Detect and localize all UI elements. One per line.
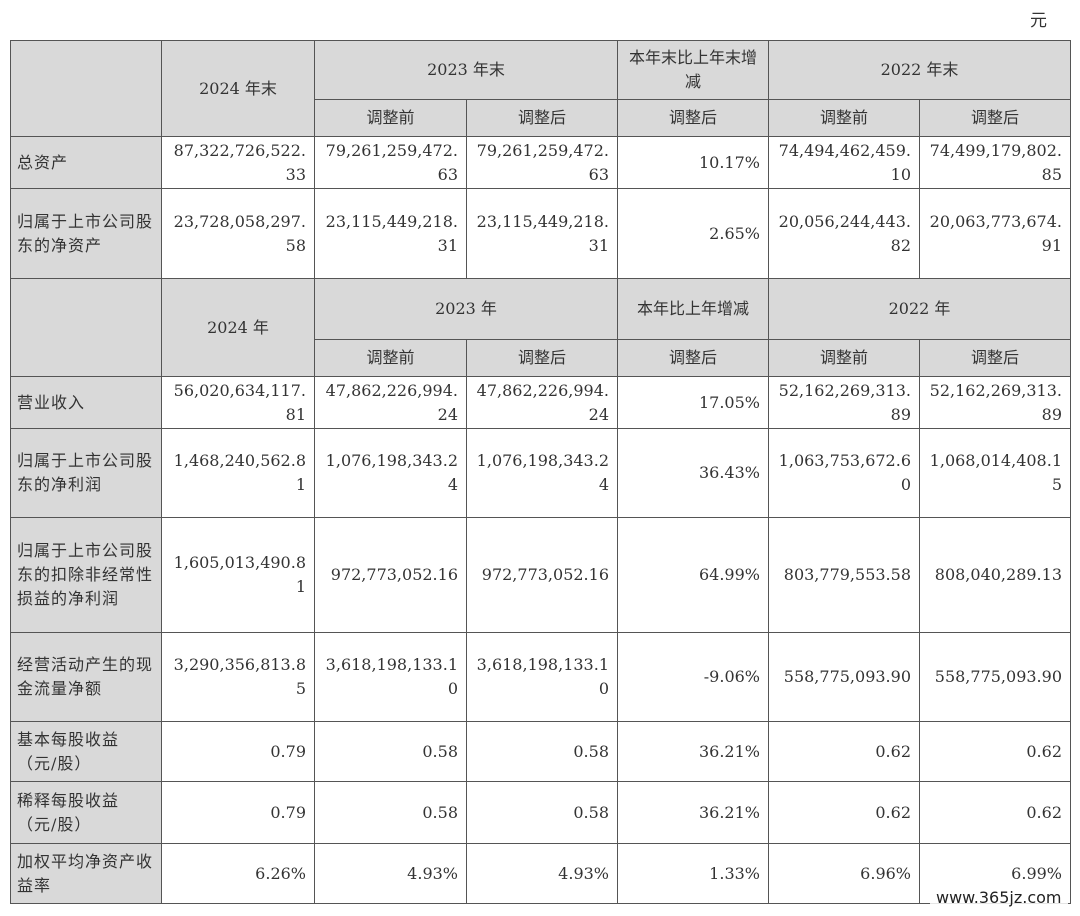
value-cell: 2.65% [617, 188, 769, 279]
value-cell: 10.17% [617, 136, 769, 189]
section1-2023-after: 调整后 [466, 99, 618, 137]
section1-header-2023: 2023 年末 [314, 40, 618, 100]
value-cell: 87,322,726,522.33 [161, 136, 315, 189]
section1-corner-cell [10, 40, 162, 137]
table-row: 归属于上市公司股东的净利润 1,468,240,562.81 1,076,198… [10, 428, 1071, 518]
value-cell: 79,261,259,472.63 [314, 136, 467, 189]
value-cell: 1,605,013,490.81 [161, 517, 315, 633]
value-cell: 23,115,449,218.31 [466, 188, 618, 279]
value-cell: 47,862,226,994.24 [314, 376, 467, 429]
section2-2023-before: 调整前 [314, 339, 467, 377]
value-cell: 1,468,240,562.81 [161, 428, 315, 518]
value-cell: 0.62 [768, 781, 920, 844]
value-cell: 36.43% [617, 428, 769, 518]
section1-header-row: 2024 年末 2023 年末 本年末比上年末增减 2022 年末 [10, 40, 1071, 137]
table-row: 归属于上市公司股东的净资产 23,728,058,297.58 23,115,4… [10, 188, 1071, 279]
value-cell: 23,728,058,297.58 [161, 188, 315, 279]
row-label: 加权平均净资产收益率 [10, 843, 162, 904]
section1-header-2022: 2022 年末 [768, 40, 1071, 100]
table-row: 营业收入 56,020,634,117.81 47,862,226,994.24… [10, 376, 1071, 429]
value-cell: 74,499,179,802.85 [919, 136, 1071, 189]
value-cell: 0.58 [314, 721, 467, 782]
value-cell: 52,162,269,313.89 [768, 376, 920, 429]
table-row: 总资产 87,322,726,522.33 79,261,259,472.63 … [10, 136, 1071, 189]
row-label: 归属于上市公司股东的净资产 [10, 188, 162, 279]
section1-2022-before: 调整前 [768, 99, 920, 137]
section2-header-2022: 2022 年 [768, 278, 1071, 340]
value-cell: 4.93% [314, 843, 467, 904]
value-cell: 558,775,093.90 [919, 632, 1071, 722]
value-cell: 4.93% [466, 843, 618, 904]
section1-header-2024: 2024 年末 [161, 40, 315, 137]
section2-header-2023: 2023 年 [314, 278, 618, 340]
currency-unit: 元 [1030, 11, 1047, 31]
section1-header-change: 本年末比上年末增减 [617, 40, 769, 100]
value-cell: 6.26% [161, 843, 315, 904]
financial-data-table: 2024 年末 2023 年末 本年末比上年末增减 2022 年末 调整前 调整… [10, 40, 1071, 904]
value-cell: 0.62 [768, 721, 920, 782]
value-cell: 56,020,634,117.81 [161, 376, 315, 429]
value-cell: 3,618,198,133.10 [314, 632, 467, 722]
value-cell: 0.58 [314, 781, 467, 844]
value-cell: 0.62 [919, 781, 1071, 844]
section2-corner-cell [10, 278, 162, 377]
value-cell: 972,773,052.16 [314, 517, 467, 633]
value-cell: 0.58 [466, 781, 618, 844]
value-cell: 47,862,226,994.24 [466, 376, 618, 429]
value-cell: 803,779,553.58 [768, 517, 920, 633]
value-cell: 1,076,198,343.24 [466, 428, 618, 518]
row-label: 基本每股收益（元/股） [10, 721, 162, 782]
table-row: 基本每股收益（元/股） 0.79 0.58 0.58 36.21% 0.62 0… [10, 721, 1071, 782]
section1-2022-after: 调整后 [919, 99, 1071, 137]
value-cell: 0.79 [161, 781, 315, 844]
value-cell: 79,261,259,472.63 [466, 136, 618, 189]
section2-header-row: 2024 年 2023 年 本年比上年增减 2022 年 [10, 278, 1071, 377]
value-cell: 20,056,244,443.82 [768, 188, 920, 279]
section1-change-after: 调整后 [617, 99, 769, 137]
value-cell: 808,040,289.13 [919, 517, 1071, 633]
value-cell: 36.21% [617, 721, 769, 782]
value-cell: 52,162,269,313.89 [919, 376, 1071, 429]
value-cell: 0.62 [919, 721, 1071, 782]
value-cell: 6.96% [768, 843, 920, 904]
section2-header-change: 本年比上年增减 [617, 278, 769, 340]
section2-2022-before: 调整前 [768, 339, 920, 377]
value-cell: 972,773,052.16 [466, 517, 618, 633]
value-cell: 558,775,093.90 [768, 632, 920, 722]
section2-subheader-row: 调整前 调整后 调整后 调整前 调整后 [11, 339, 1071, 377]
value-cell: 3,290,356,813.85 [161, 632, 315, 722]
section1-2023-before: 调整前 [314, 99, 467, 137]
section2-change-after: 调整后 [617, 339, 769, 377]
value-cell: 23,115,449,218.31 [314, 188, 467, 279]
section2-2022-after: 调整后 [919, 339, 1071, 377]
value-cell: 0.58 [466, 721, 618, 782]
row-label: 总资产 [10, 136, 162, 189]
row-label: 归属于上市公司股东的扣除非经常性损益的净利润 [10, 517, 162, 633]
section2-header-2024: 2024 年 [161, 278, 315, 377]
value-cell: 1,068,014,408.15 [919, 428, 1071, 518]
section1-subheader-row: 调整前 调整后 调整后 调整前 调整后 [11, 99, 1071, 137]
value-cell: 3,618,198,133.10 [466, 632, 618, 722]
row-label: 归属于上市公司股东的净利润 [10, 428, 162, 518]
value-cell: 0.79 [161, 721, 315, 782]
row-label: 经营活动产生的现金流量净额 [10, 632, 162, 722]
value-cell: 1.33% [617, 843, 769, 904]
value-cell: 1,076,198,343.24 [314, 428, 467, 518]
table-row: 经营活动产生的现金流量净额 3,290,356,813.85 3,618,198… [10, 632, 1071, 722]
value-cell: -9.06% [617, 632, 769, 722]
table-row: 加权平均净资产收益率 6.26% 4.93% 4.93% 1.33% 6.96%… [10, 843, 1071, 904]
value-cell: 64.99% [617, 517, 769, 633]
table-row: 归属于上市公司股东的扣除非经常性损益的净利润 1,605,013,490.81 … [10, 517, 1071, 633]
value-cell: 20,063,773,674.91 [919, 188, 1071, 279]
value-cell: 17.05% [617, 376, 769, 429]
row-label: 营业收入 [10, 376, 162, 429]
row-label: 稀释每股收益（元/股） [10, 781, 162, 844]
watermark: www.365jz.com [930, 888, 1068, 907]
table-row: 稀释每股收益（元/股） 0.79 0.58 0.58 36.21% 0.62 0… [10, 781, 1071, 844]
value-cell: 36.21% [617, 781, 769, 844]
value-cell: 1,063,753,672.60 [768, 428, 920, 518]
section2-2023-after: 调整后 [466, 339, 618, 377]
value-cell: 74,494,462,459.10 [768, 136, 920, 189]
